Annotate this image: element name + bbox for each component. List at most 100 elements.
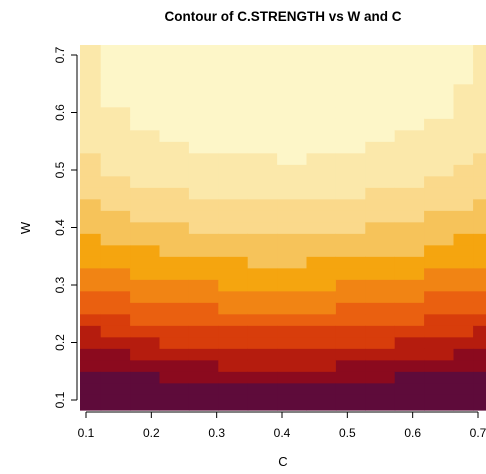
heatmap-cell <box>335 106 366 119</box>
heatmap-cell <box>247 83 278 96</box>
heatmap-cell <box>365 371 396 384</box>
heatmap-cell <box>335 394 366 411</box>
heatmap-cell <box>365 267 396 280</box>
heatmap-cell <box>277 221 308 234</box>
heatmap-cell <box>365 60 396 73</box>
heatmap-cell <box>188 129 219 142</box>
heatmap-cell <box>306 302 337 315</box>
heatmap-cell <box>100 394 131 411</box>
heatmap-cell <box>100 233 131 246</box>
heatmap-cell <box>277 233 308 246</box>
heatmap-cell <box>365 359 396 372</box>
heatmap-cell <box>453 95 474 108</box>
heatmap-cell <box>247 45 278 62</box>
heatmap-cell <box>130 348 161 361</box>
heatmap-cell <box>188 244 219 257</box>
heatmap-cell <box>335 60 366 73</box>
heatmap-cell <box>100 336 131 349</box>
heatmap-cell <box>188 313 219 326</box>
heatmap-cell <box>277 302 308 315</box>
heatmap-cell <box>335 267 366 280</box>
heatmap-cell <box>247 233 278 246</box>
heatmap-cell <box>130 210 161 223</box>
heatmap-cell <box>80 256 102 269</box>
heatmap-cell <box>130 164 161 177</box>
heatmap-cell <box>100 83 131 96</box>
heatmap-cell <box>365 129 396 142</box>
heatmap-cell <box>453 141 474 154</box>
heatmap-cell <box>424 210 455 223</box>
heatmap-cell <box>306 45 337 62</box>
heatmap-cell <box>188 348 219 361</box>
heatmap-cell <box>277 164 308 177</box>
heatmap-cell <box>188 60 219 73</box>
heatmap-cell <box>100 164 131 177</box>
heatmap-cell <box>277 313 308 326</box>
heatmap-cell <box>218 83 249 96</box>
heatmap-cell <box>188 95 219 108</box>
heatmap-cell <box>394 348 425 361</box>
heatmap-cell <box>424 198 455 211</box>
heatmap-cell <box>188 164 219 177</box>
heatmap-cell <box>247 382 278 395</box>
heatmap-cell <box>80 394 102 411</box>
heatmap-cell <box>100 129 131 142</box>
heatmap-cell <box>159 256 190 269</box>
heatmap-cell <box>453 394 474 411</box>
heatmap-cell <box>100 152 131 165</box>
heatmap-cell <box>473 382 486 395</box>
heatmap-cell <box>453 45 474 62</box>
heatmap-cell <box>365 198 396 211</box>
heatmap-cell <box>453 187 474 200</box>
heatmap-cell <box>247 336 278 349</box>
heatmap-cell <box>100 187 131 200</box>
heatmap-cell <box>159 129 190 142</box>
heatmap-cell <box>453 60 474 73</box>
heatmap-cell <box>100 141 131 154</box>
heatmap-cell <box>473 348 486 361</box>
heatmap-cell <box>188 267 219 280</box>
heatmap-cell <box>80 129 102 142</box>
heatmap-cell <box>424 382 455 395</box>
heatmap-cell <box>335 359 366 372</box>
heatmap-cell <box>159 244 190 257</box>
heatmap-cell <box>335 221 366 234</box>
heatmap-cell <box>218 267 249 280</box>
heatmap-cell <box>277 141 308 154</box>
heatmap-cell <box>159 187 190 200</box>
heatmap-cell <box>80 279 102 292</box>
heatmap-cell <box>365 233 396 246</box>
heatmap-cell <box>306 210 337 223</box>
heatmap-cell <box>365 325 396 338</box>
heatmap-cell <box>335 302 366 315</box>
heatmap-cell <box>80 382 102 395</box>
heatmap-cell <box>473 95 486 108</box>
heatmap-cell <box>335 256 366 269</box>
heatmap-cell <box>218 72 249 85</box>
heatmap-cell <box>424 106 455 119</box>
heatmap-cell <box>218 45 249 62</box>
heatmap-cell <box>188 210 219 223</box>
heatmap-cell <box>100 118 131 131</box>
heatmap-cell <box>453 129 474 142</box>
heatmap-cell <box>277 106 308 119</box>
heatmap-cell <box>277 256 308 269</box>
heatmap-cell <box>247 95 278 108</box>
heatmap-cell <box>218 279 249 292</box>
heatmap-cell <box>159 302 190 315</box>
heatmap-cell <box>80 336 102 349</box>
heatmap-cell <box>188 152 219 165</box>
heatmap-cell <box>306 152 337 165</box>
heatmap-cell <box>365 256 396 269</box>
heatmap-cell <box>188 359 219 372</box>
heatmap-cell <box>130 221 161 234</box>
heatmap-cell <box>130 325 161 338</box>
heatmap-cell <box>394 371 425 384</box>
heatmap-cell <box>394 267 425 280</box>
heatmap-cell <box>365 244 396 257</box>
heatmap-cell <box>218 382 249 395</box>
heatmap-cell <box>247 60 278 73</box>
heatmap-cell <box>159 141 190 154</box>
heatmap-cell <box>365 348 396 361</box>
heatmap-cell <box>277 198 308 211</box>
